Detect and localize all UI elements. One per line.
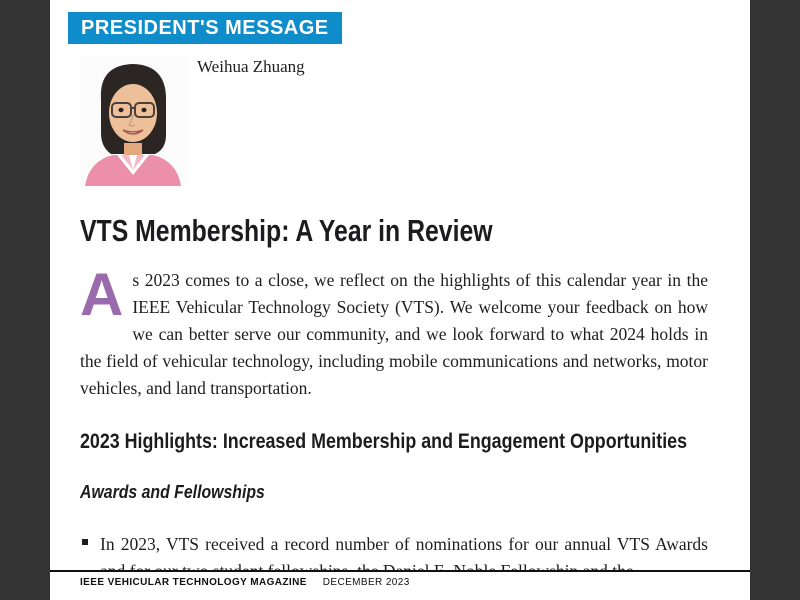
presidents-message-badge: PRESIDENT'S MESSAGE — [68, 12, 342, 44]
subsection-heading: Awards and Fellowships — [80, 482, 265, 502]
page-margin-right — [750, 0, 800, 600]
footer: IEEE VEHICULAR TECHNOLOGY MAGAZINE DECEM… — [80, 577, 410, 588]
article-title: VTS Membership: A Year in Review — [80, 216, 493, 248]
bullet-list: In 2023, VTS received a record number of… — [80, 531, 708, 570]
page-margin-left — [0, 0, 50, 600]
intro-text: s 2023 comes to a close, we reflect on t… — [80, 270, 708, 398]
author-name: Weihua Zhuang — [197, 57, 305, 76]
footer-issue-date: DECEMBER 2023 — [322, 577, 410, 588]
section-heading: 2023 Highlights: Increased Membership an… — [80, 430, 688, 453]
footer-magazine-title: IEEE VEHICULAR TECHNOLOGY MAGAZINE — [80, 577, 307, 588]
footer-rule — [50, 570, 750, 572]
portrait-photo-icon — [79, 55, 187, 186]
badge-label: PRESIDENT'S MESSAGE — [81, 17, 329, 39]
bullet-square-icon — [82, 539, 88, 545]
list-item-text: In 2023, VTS received a record number of… — [100, 534, 708, 570]
dropcap: A — [80, 261, 124, 328]
list-item: In 2023, VTS received a record number of… — [80, 531, 708, 570]
author-photo — [79, 55, 187, 186]
